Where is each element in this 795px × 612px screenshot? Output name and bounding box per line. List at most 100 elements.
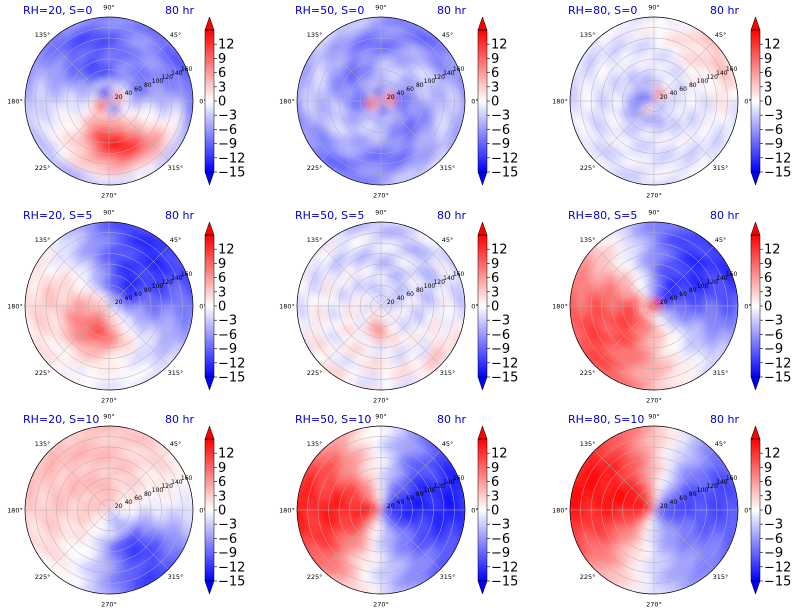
panel-5: 0°45°90°135°180°225°270°315°204060801001… bbox=[279, 208, 479, 404]
colorbar-tick-label: −3 bbox=[218, 518, 237, 533]
panel-4: 0°45°90°135°180°225°270°315°204060801001… bbox=[7, 208, 207, 404]
angle-tick-label: 315° bbox=[440, 369, 456, 377]
panel-title-left: RH=80, S=5 bbox=[568, 209, 637, 222]
angle-tick-label: 45° bbox=[715, 236, 727, 244]
radial-tick-label: 120 bbox=[161, 483, 173, 490]
angle-tick-label: 0° bbox=[744, 506, 751, 514]
polar-frame bbox=[569, 425, 739, 595]
angle-tick-label: 270° bbox=[646, 600, 662, 608]
colorbar-gradient bbox=[205, 439, 214, 581]
colorbar-tick-label: −9 bbox=[218, 137, 237, 152]
radial-tick-label: 140 bbox=[716, 70, 728, 77]
panel-title-right: 80 hr bbox=[165, 209, 194, 222]
colorbar-extend-max bbox=[204, 425, 215, 440]
colorbar-tick-label: 6 bbox=[764, 66, 772, 81]
colorbar-tick-label: 3 bbox=[218, 80, 226, 95]
angular-gridline bbox=[380, 100, 441, 161]
angle-tick-label: 270° bbox=[101, 600, 117, 608]
radial-tick-label: 40 bbox=[397, 90, 405, 97]
colorbar-extend-max bbox=[750, 221, 761, 236]
radial-tick-label: 120 bbox=[433, 483, 445, 490]
radial-tick-label: 160 bbox=[453, 271, 465, 278]
colorbar-gradient bbox=[751, 439, 760, 581]
angle-tick-label: 270° bbox=[373, 600, 389, 608]
colorbar-extend-min bbox=[750, 171, 761, 186]
colorbar-tick-label: 9 bbox=[764, 461, 772, 476]
angle-tick-label: 180° bbox=[7, 506, 23, 514]
colorbar-tick-label: 0 bbox=[491, 504, 499, 519]
radial-tick-label: 120 bbox=[433, 74, 445, 81]
colorbar-extend-min bbox=[750, 376, 761, 391]
angle-tick-label: 315° bbox=[440, 164, 456, 172]
angle-tick-label: 0° bbox=[199, 302, 206, 310]
colorbar-tick-label: 3 bbox=[218, 285, 226, 300]
colorbar-tick-label: −12 bbox=[491, 151, 518, 166]
angle-tick-label: 45° bbox=[170, 236, 182, 244]
polar-heatmap bbox=[25, 222, 193, 390]
angle-tick-label: 45° bbox=[170, 31, 182, 39]
colorbar-tick-label: 12 bbox=[218, 38, 235, 53]
colorbar-tick-label: −15 bbox=[491, 371, 518, 386]
radial-tick-label: 160 bbox=[181, 66, 193, 73]
radial-tick-label: 60 bbox=[134, 495, 142, 502]
angular-gridline bbox=[594, 41, 655, 102]
colorbar-tick-label: −15 bbox=[218, 166, 245, 181]
angle-tick-label: 135° bbox=[580, 440, 596, 448]
colorbar-tick-label: 6 bbox=[491, 271, 499, 286]
colorbar-tick-label: 12 bbox=[218, 447, 235, 462]
colorbar-tick-label: −3 bbox=[218, 109, 237, 124]
colorbar-tick-label: −15 bbox=[491, 575, 518, 590]
angular-gridline bbox=[49, 509, 110, 570]
angle-tick-label: 135° bbox=[307, 236, 323, 244]
panel-2: 0°45°90°135°180°225°270°315°204060801001… bbox=[279, 3, 479, 199]
radial-tick-label: 140 bbox=[171, 70, 183, 77]
angle-tick-label: 225° bbox=[35, 164, 51, 172]
angle-tick-label: 180° bbox=[552, 506, 568, 514]
angle-tick-label: 45° bbox=[715, 31, 727, 39]
colorbar-extend-min bbox=[204, 376, 215, 391]
angle-tick-label: 135° bbox=[307, 440, 323, 448]
colorbar-tick-label: 3 bbox=[491, 489, 499, 504]
panel-title-left: RH=20, S=0 bbox=[23, 4, 92, 17]
colorbar-tick-label: −12 bbox=[218, 560, 245, 575]
angle-tick-label: 0° bbox=[199, 97, 206, 105]
angular-gridline bbox=[594, 246, 655, 307]
colorbar-tick-label: 12 bbox=[764, 243, 781, 258]
radial-tick-label: 40 bbox=[125, 90, 133, 97]
colorbar-tick-label: 6 bbox=[218, 271, 226, 286]
angle-tick-label: 315° bbox=[168, 369, 184, 377]
panel-title-left: RH=20, S=10 bbox=[23, 413, 99, 426]
colorbar-tick-label: −12 bbox=[764, 151, 791, 166]
colorbar-extend-max bbox=[477, 425, 488, 440]
radial-tick-label: 20 bbox=[660, 503, 668, 510]
polar-frame bbox=[296, 221, 466, 391]
colorbar-extend-max bbox=[477, 221, 488, 236]
panel-title-left: RH=20, S=5 bbox=[23, 209, 92, 222]
colorbar-tick-label: 6 bbox=[764, 271, 772, 286]
radial-tick-label: 120 bbox=[433, 279, 445, 286]
radial-tick-label: 20 bbox=[387, 94, 395, 101]
angle-tick-label: 180° bbox=[279, 97, 295, 105]
colorbar-tick-label: −15 bbox=[218, 575, 245, 590]
colorbar-gradient bbox=[751, 235, 760, 377]
colorbar-tick-label: 3 bbox=[491, 80, 499, 95]
colorbar-tick-label: 12 bbox=[491, 447, 508, 462]
radial-tick-label: 80 bbox=[416, 287, 424, 294]
radial-tick-label: 120 bbox=[706, 74, 718, 81]
colorbar-tick-label: 0 bbox=[764, 504, 772, 519]
colorbar-tick-label: −3 bbox=[218, 314, 237, 329]
angle-tick-label: 135° bbox=[35, 236, 51, 244]
angular-gridline bbox=[49, 246, 110, 307]
colorbar-tick-label: 0 bbox=[491, 95, 499, 110]
colorbar-tick-label: −9 bbox=[491, 342, 510, 357]
polar-heatmap bbox=[297, 17, 465, 185]
radial-tick-label: 140 bbox=[716, 479, 728, 486]
angle-tick-label: 135° bbox=[580, 236, 596, 244]
colorbar-tick-label: −9 bbox=[491, 137, 510, 152]
colorbar-tick-label: −6 bbox=[491, 328, 510, 343]
radial-tick-label: 60 bbox=[406, 291, 414, 298]
colorbar-tick-label: 9 bbox=[764, 257, 772, 272]
radial-tick-label: 100 bbox=[697, 487, 709, 494]
radial-tick-label: 100 bbox=[697, 78, 709, 85]
